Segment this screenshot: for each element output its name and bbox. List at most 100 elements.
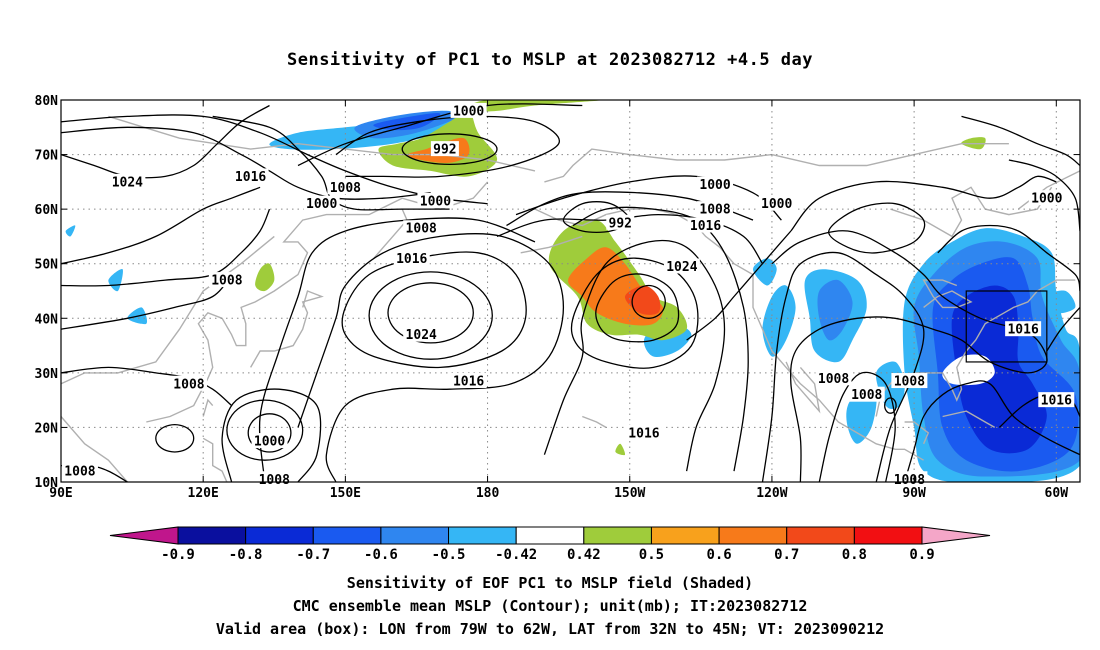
x-tick-label: 120E	[188, 486, 219, 501]
x-tick-label: 150W	[614, 486, 645, 501]
y-tick-label: 10N	[35, 476, 59, 491]
contour-label-bg	[891, 373, 928, 389]
contour-label-bg	[232, 168, 269, 184]
contour-label-text: 1000	[254, 435, 285, 450]
contour-arctic-992	[401, 133, 498, 166]
contour-label-bg	[606, 214, 635, 230]
blue-mexico-light	[846, 388, 877, 444]
contour-greenland-1000	[1008, 159, 1080, 232]
coast-kamchatka	[373, 208, 408, 259]
contour-label: 1008	[256, 471, 293, 488]
contour-label: 1008	[170, 375, 207, 392]
caption-contour: CMC ensemble mean MSLP (Contour); unit(m…	[292, 597, 808, 615]
contour-1008-philippines	[155, 424, 195, 453]
coast-philippines	[202, 437, 228, 482]
contour-label-text: 1008	[64, 465, 95, 480]
contour-canada-1000	[828, 202, 926, 254]
x-tick-label: 120W	[756, 486, 787, 501]
contour-high-1024	[368, 271, 493, 360]
blue-bc-light	[753, 258, 777, 286]
coastlines	[61, 115, 1080, 482]
contour-label-bg	[109, 173, 146, 189]
contour-label-text: 1000	[1031, 192, 1062, 207]
contour-label-text: 992	[433, 143, 456, 158]
x-tick-label: 150E	[330, 486, 361, 501]
coast-great-lakes	[922, 279, 973, 309]
contour-eastpac-1012	[686, 230, 792, 341]
plot-title: Sensitivity of PC1 to MSLP at 2023082712…	[286, 50, 813, 70]
contour-high-1016	[297, 233, 565, 482]
x-tick-label: 90E	[49, 486, 72, 501]
contour-label-text: 1016	[1041, 394, 1072, 409]
contour-label-text: 1008	[894, 375, 925, 390]
contour-asia-1000	[212, 115, 450, 211]
contour-label-bg	[450, 373, 487, 389]
contour-typhoon-1008	[221, 388, 322, 482]
contour-asia-1012	[61, 186, 261, 265]
contour-label: 1008	[327, 179, 364, 196]
coast-alaska	[544, 148, 772, 183]
blue-westcoast-mid	[817, 279, 853, 341]
contour-label-bg	[61, 463, 98, 479]
map-axes: 90E 120E 150E 180 150W 120W 90W 60W 10N 20N 30N 40N…	[35, 94, 1080, 501]
contour-label: 1000	[697, 176, 734, 193]
contour-1012-wpac	[258, 217, 536, 482]
contour-label: 992	[430, 141, 459, 158]
contour-label: 1016	[625, 424, 662, 441]
contour-label-text: 1000	[699, 178, 730, 193]
contour-label: 1016	[1005, 321, 1042, 338]
contour-label: 1000	[758, 195, 795, 212]
contour-label-bg	[208, 272, 245, 288]
contour-label-bg	[758, 195, 795, 211]
blue-newfoundland	[1046, 290, 1076, 314]
contour-1008-scs	[61, 366, 233, 407]
contour-label: 1008	[891, 373, 928, 390]
contour-label: 1000	[303, 195, 340, 212]
y-tick-label: 80N	[35, 94, 59, 109]
coast-japan	[249, 290, 324, 368]
contour-label-bg	[393, 250, 430, 266]
contour-label-bg	[625, 424, 662, 440]
contour-label-bg	[251, 433, 288, 449]
contour-label: 1008	[208, 272, 245, 289]
contour-label-text: 1000	[453, 104, 484, 119]
blue-atlantic-core	[951, 285, 1047, 454]
contour-label-text: 1024	[112, 175, 143, 190]
contour-label-text: 1016	[396, 252, 427, 267]
coast-asia-inland	[61, 235, 275, 385]
coast-yucatan	[904, 421, 930, 445]
contour-label-bg	[170, 375, 207, 391]
contour-label: 1024	[663, 258, 700, 275]
contour-greenland-1008	[961, 115, 1080, 167]
contour-label-bg	[450, 102, 487, 118]
coast-hawaii	[582, 415, 607, 429]
contour-asia-1016	[61, 126, 431, 200]
green-japan	[255, 263, 275, 292]
contour-label-bg	[1005, 321, 1042, 337]
contour-label: 992	[606, 214, 635, 231]
contour-label-text: 1024	[666, 260, 697, 275]
y-tick-label: 70N	[35, 149, 59, 164]
contour-label-text: 1016	[1007, 323, 1038, 338]
contour-label: 1008	[403, 220, 440, 237]
contour-label-text: 1000	[420, 194, 451, 209]
contour-label-text: 1008	[211, 274, 242, 289]
contour-nepac-1016	[543, 239, 726, 472]
contour-label: 1024	[109, 173, 146, 190]
valid-area-rect	[965, 290, 1048, 363]
contour-label-text: 1000	[761, 197, 792, 212]
contour-label-bg	[1038, 392, 1075, 408]
contour-label-bg	[1028, 190, 1065, 206]
contour-high-1028	[387, 282, 474, 344]
contour-label-text: 1016	[628, 426, 659, 441]
blue-coast-light	[762, 285, 796, 357]
contour-typhoon-1004	[226, 399, 304, 461]
coast-china	[146, 181, 489, 423]
contour-label: 1016	[687, 217, 724, 234]
contour-label: 1000	[417, 192, 454, 209]
coast-asia-east	[61, 416, 128, 482]
contour-label-bg	[403, 220, 440, 236]
contour-label-bg	[663, 258, 700, 274]
contour-label: 1000	[251, 433, 288, 450]
mslp-contours	[61, 103, 1080, 482]
